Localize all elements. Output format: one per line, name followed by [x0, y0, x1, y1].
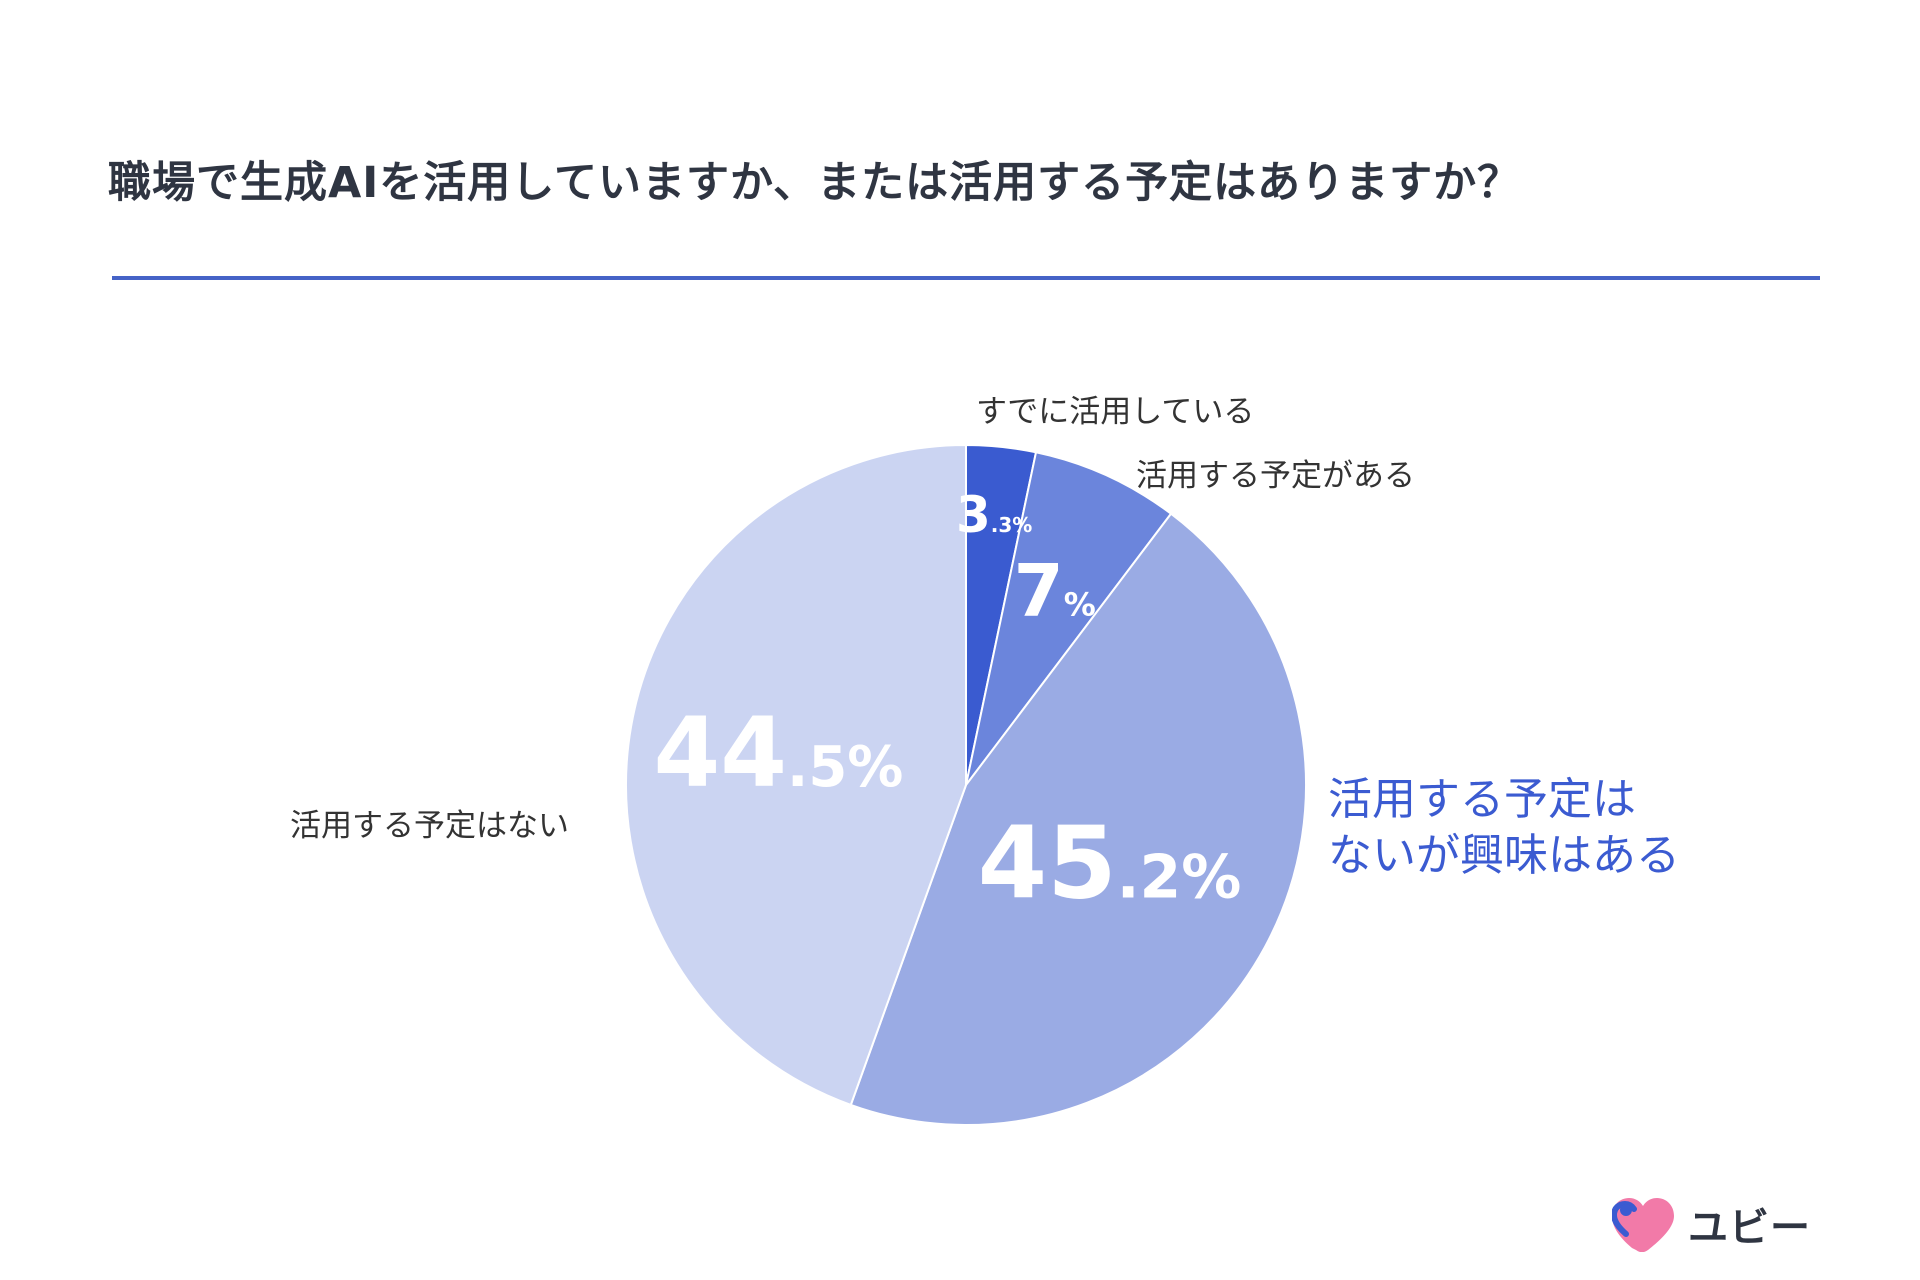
slice-interested: [849, 512, 1307, 1126]
chart-title: 職場で生成AIを活用していますか、または活用する予定はありますか？: [108, 158, 1522, 208]
title-divider: [112, 276, 1820, 280]
slice-label-already-using: すでに活用している: [976, 394, 1255, 430]
slice-label-interested-line1: 活用する予定は: [1328, 774, 1636, 825]
slice-planning: [965, 451, 1173, 786]
slice-label-planning: 活用する予定がある: [1136, 458, 1415, 494]
brand-name: ユビー: [1688, 1205, 1811, 1251]
slice-label-interested: 活用する予定は ないが興味はある: [1328, 772, 1680, 884]
slice-no-plan: [625, 443, 967, 1107]
slice-already-using-value-label: 3.3%: [956, 486, 1032, 544]
ubie-logo: ユビー: [1612, 1194, 1811, 1254]
slice-label-interested-line2: ないが興味はある: [1328, 830, 1680, 881]
slice-no-plan-value-label: 44.5%: [653, 697, 903, 809]
slice-label-no-plan: 活用する予定はない: [290, 808, 569, 844]
heart-logo-icon: [1612, 1198, 1674, 1252]
slice-planning-value-label: 7%: [1014, 548, 1096, 632]
slice-interested-value-label: 45.2%: [978, 805, 1242, 922]
